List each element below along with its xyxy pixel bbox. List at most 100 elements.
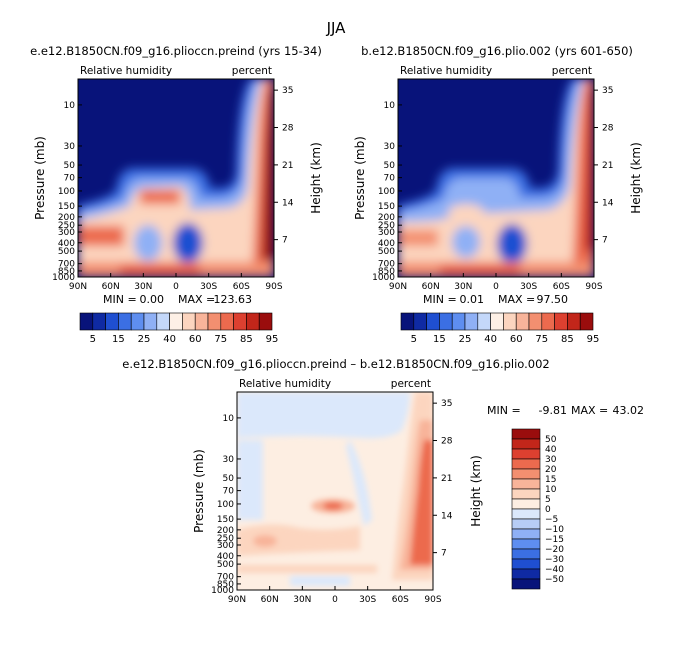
colorbar-label: 50 — [545, 435, 557, 445]
colorbar-swatch — [477, 312, 491, 331]
colorbar-swatch — [79, 312, 94, 331]
right-tick-label: 28 — [602, 124, 614, 134]
right-tick-label: 35 — [282, 86, 293, 96]
colorbar-label: −5 — [545, 515, 558, 525]
colorbar-swatch — [220, 312, 234, 331]
colorbar-label: 5 — [90, 334, 96, 345]
y-tick-label: 700 — [58, 260, 75, 270]
colorbar-swatch — [92, 312, 106, 331]
colorbar-label: 25 — [459, 334, 472, 345]
y-tick-label: 150 — [58, 202, 75, 212]
colorbar-swatch — [511, 548, 541, 560]
colorbar-swatch — [511, 488, 541, 500]
colorbar-swatch — [511, 428, 541, 440]
colorbar-label: −30 — [545, 555, 564, 565]
x-tick-label: 90S — [265, 282, 282, 292]
colorbar-label: 40 — [545, 445, 557, 455]
x-tick-label: 90N — [228, 595, 246, 605]
right-tick-label: 21 — [282, 161, 293, 171]
x-tick-label: 60N — [261, 595, 279, 605]
colorbar-swatch — [511, 518, 541, 530]
panel-1-x-ticks: 90N 60N 30N 0 30S 60S 90S — [69, 273, 283, 292]
panel-2-max-value: 97.50 — [537, 293, 569, 306]
panel-1-units-label: percent — [232, 65, 272, 77]
y-tick-label: 700 — [217, 573, 234, 583]
right-tick-label: 28 — [282, 124, 294, 134]
right-tick-label: 14 — [282, 198, 294, 208]
panel-2-units-label: percent — [552, 65, 592, 77]
y-tick-label: 200 — [217, 526, 234, 536]
colorbar-swatch — [515, 312, 530, 331]
y-tick-label: 10 — [64, 101, 76, 111]
figure-title: JJA — [326, 19, 347, 37]
colorbar-swatch — [511, 558, 541, 570]
colorbar-label: 40 — [484, 334, 497, 345]
colorbar-label: 0 — [545, 505, 551, 515]
panel-1-colorbar: 5 15 25 40 60 75 85 95 — [79, 312, 278, 345]
x-tick-label: 60S — [553, 282, 570, 292]
panel-3-max-label: MAX = — [571, 404, 608, 417]
colorbar-swatch — [233, 312, 247, 331]
colorbar-swatch — [246, 312, 260, 331]
panel-2-y-axis-label: Pressure (mb) — [353, 136, 367, 220]
colorbar-label: 85 — [561, 334, 574, 345]
colorbar-label: 75 — [214, 334, 227, 345]
colorbar-swatch — [169, 312, 183, 331]
y-tick-label: 200 — [58, 213, 75, 223]
x-tick-label: 60N — [422, 282, 440, 292]
y-tick-label: 850 — [217, 580, 234, 590]
y-tick-label: 850 — [58, 267, 75, 277]
colorbar-swatch — [258, 312, 273, 331]
right-tick-label: 21 — [441, 474, 452, 484]
colorbar-swatch — [451, 312, 466, 331]
colorbar-label: 75 — [535, 334, 548, 345]
panel-3-min-value: -9.81 — [539, 404, 567, 417]
y-tick-label: 30 — [223, 455, 235, 465]
x-tick-label: 0 — [332, 595, 338, 605]
x-tick-label: 30S — [200, 282, 217, 292]
colorbar-swatch — [105, 312, 119, 331]
colorbar-label: −20 — [545, 545, 564, 555]
colorbar-swatch — [541, 312, 555, 331]
right-tick-label: 21 — [602, 161, 613, 171]
panel-1-title: e.e12.B1850CN.f09_g16.plioccn.preind (yr… — [30, 44, 322, 58]
colorbar-swatch — [156, 312, 170, 331]
panel-2: b.e12.B1850CN.f09_g16.plio.002 (yrs 601-… — [353, 44, 643, 345]
colorbar-swatch — [118, 312, 132, 331]
colorbar-swatch — [413, 312, 427, 331]
x-tick-label: 0 — [173, 282, 179, 292]
x-tick-label: 0 — [493, 282, 499, 292]
colorbar-swatch — [464, 312, 479, 331]
panel-2-right-ticks: 35 28 21 14 7 — [594, 86, 614, 246]
y-tick-label: 30 — [384, 142, 396, 152]
colorbar-label: 5 — [411, 334, 417, 345]
panel-3-y-axis-label: Pressure (mb) — [192, 449, 206, 533]
y-tick-label: 1000 — [211, 586, 234, 596]
y-tick-label: 70 — [223, 487, 235, 497]
colorbar-label: 15 — [545, 475, 556, 485]
colorbar-label: 10 — [545, 485, 557, 495]
right-tick-label: 14 — [602, 198, 614, 208]
y-tick-label: 400 — [217, 552, 234, 562]
y-tick-label: 400 — [378, 239, 395, 249]
colorbar-label: −10 — [545, 525, 564, 535]
colorbar-swatch — [490, 312, 504, 331]
y-tick-label: 250 — [378, 221, 395, 231]
colorbar-label: 60 — [510, 334, 523, 345]
y-tick-label: 100 — [378, 187, 395, 197]
y-tick-label: 300 — [58, 228, 75, 238]
panel-1-variable-label: Relative humidity — [80, 65, 172, 77]
x-tick-label: 30S — [520, 282, 537, 292]
panel-2-min-value: 0.01 — [460, 293, 485, 306]
x-tick-label: 90S — [424, 595, 441, 605]
colorbar-swatch — [511, 538, 541, 550]
x-tick-label: 60S — [392, 595, 409, 605]
y-tick-label: 500 — [217, 560, 234, 570]
y-tick-label: 50 — [223, 474, 235, 484]
colorbar-swatch — [511, 438, 541, 450]
colorbar-swatch — [511, 448, 541, 460]
panel-1-right-axis-label: Height (km) — [309, 142, 323, 213]
panel-2-variable-label: Relative humidity — [400, 65, 492, 77]
